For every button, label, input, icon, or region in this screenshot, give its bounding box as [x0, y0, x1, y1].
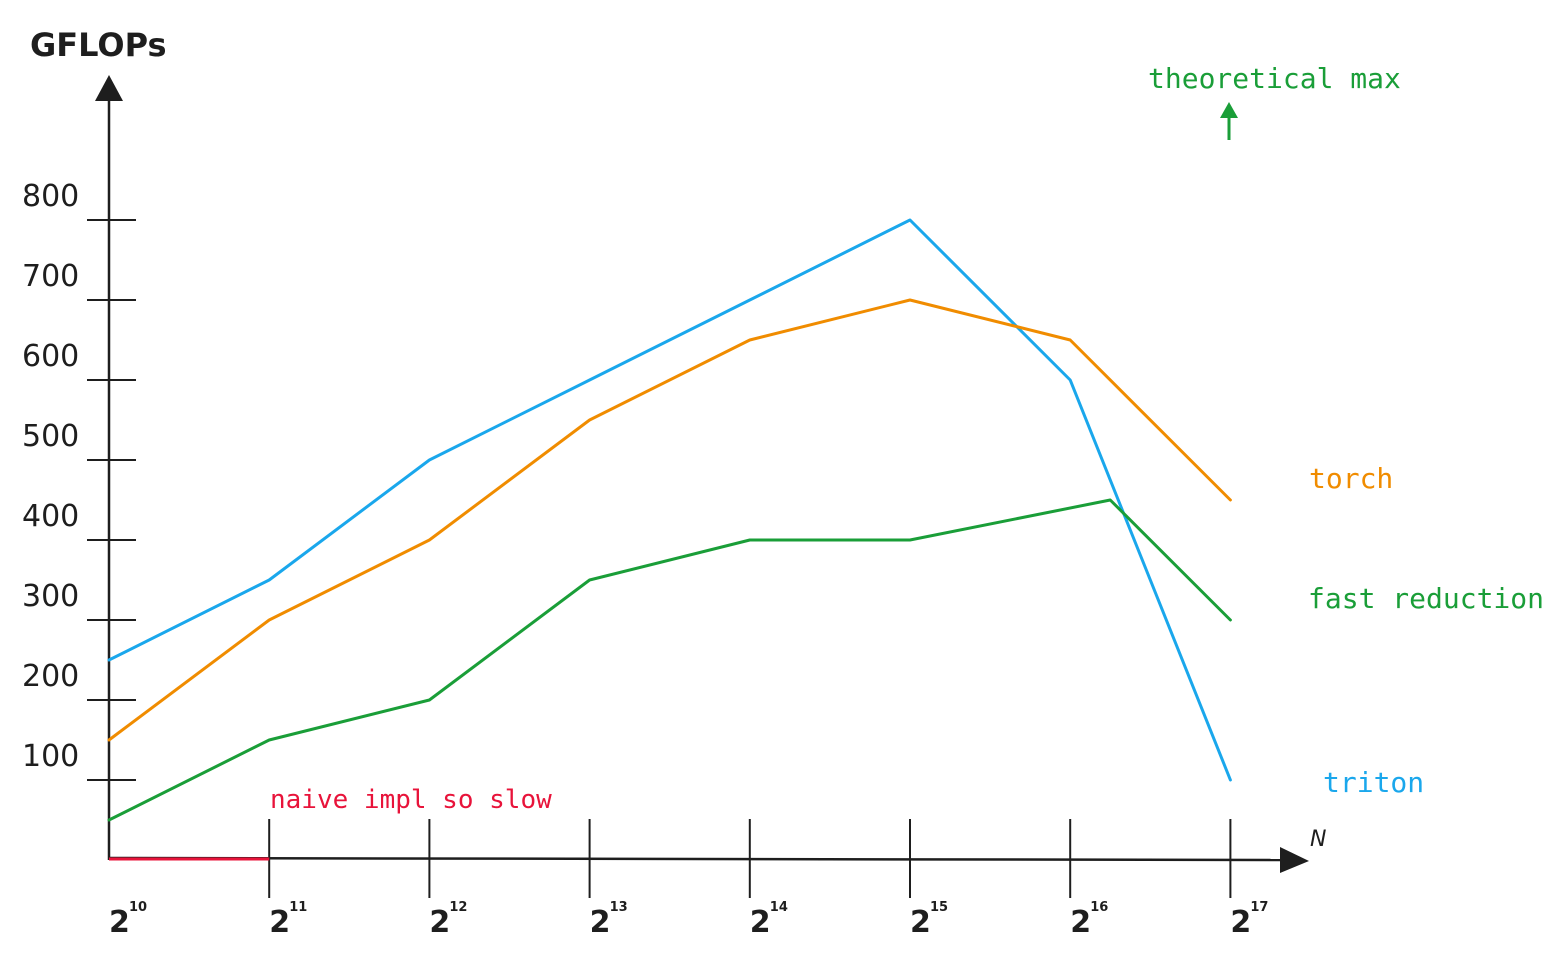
x-tick-base: 2 [429, 905, 450, 940]
x-tick-base: 2 [1070, 905, 1091, 940]
y-axis-label: GFLOPs [30, 26, 167, 64]
y-tick-label: 600 [22, 339, 79, 374]
y-ticks: 100 200 300 400 500 600 700 800 [22, 179, 136, 781]
series-line-torch [107, 298, 1232, 742]
series-line-fast-reduction [107, 498, 1232, 822]
x-tick-exponent: 12 [449, 900, 467, 915]
y-tick-label: 800 [22, 179, 79, 214]
y-axis-arrowhead [95, 75, 123, 101]
x-ticks: 2 10 2 11 2 12 2 13 2 14 2 15 2 16 2 17 [109, 819, 1268, 940]
y-tick-label: 500 [22, 419, 79, 454]
naive-impl-label: naive impl so slow [270, 785, 552, 815]
x-tick-base: 2 [109, 905, 130, 940]
axes [95, 75, 1309, 873]
legend-fast-reduction: fast reduction [1308, 582, 1544, 615]
x-tick-exponent: 16 [1090, 900, 1108, 915]
x-tick-base: 2 [910, 905, 931, 940]
y-tick-label: 400 [22, 499, 79, 534]
series-lines [107, 218, 1232, 822]
legend-torch: torch [1309, 462, 1393, 495]
x-tick-exponent: 13 [610, 900, 628, 915]
x-tick-exponent: 15 [930, 900, 948, 915]
x-tick-exponent: 11 [289, 900, 307, 915]
x-tick-base: 2 [750, 905, 771, 940]
x-tick-exponent: 17 [1250, 900, 1268, 915]
up-arrow-icon [1220, 102, 1238, 140]
x-axis-arrowhead [1280, 847, 1309, 873]
series-line-triton [107, 218, 1232, 782]
y-tick-label: 300 [22, 579, 79, 614]
legend-triton: triton [1323, 766, 1424, 799]
x-axis-label: N [1310, 827, 1326, 852]
theoretical-max-label: theoretical max [1148, 62, 1401, 95]
y-tick-label: 700 [22, 259, 79, 294]
x-tick-base: 2 [269, 905, 290, 940]
x-tick-exponent: 10 [129, 900, 147, 915]
x-axis [108, 856, 1285, 862]
x-tick-exponent: 14 [770, 900, 788, 915]
y-tick-label: 200 [22, 659, 79, 694]
x-tick-base: 2 [1230, 905, 1251, 940]
x-tick-base: 2 [590, 905, 611, 940]
y-tick-label: 100 [22, 739, 79, 774]
